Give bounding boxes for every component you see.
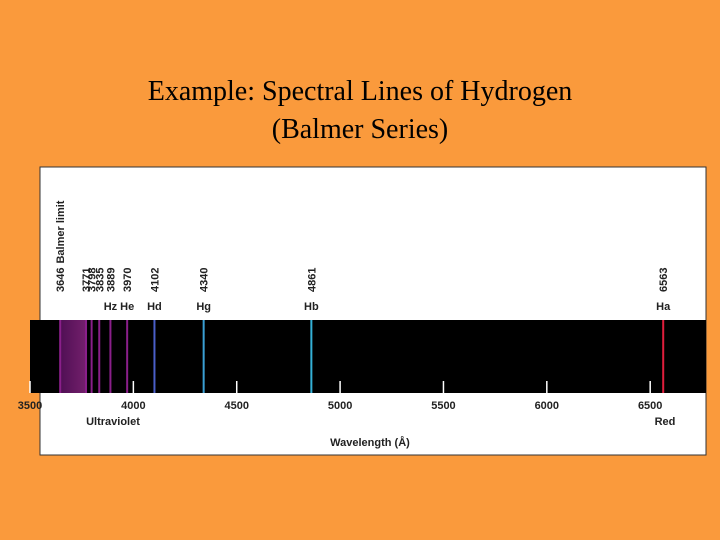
spectral-line bbox=[85, 320, 88, 393]
x-axis-label: Wavelength (Å) bbox=[330, 436, 410, 449]
line-wavelength-label: 3970 bbox=[122, 268, 134, 292]
x-tick-label: 3500 bbox=[18, 400, 42, 412]
line-wavelength-label: 3889 bbox=[105, 268, 117, 292]
line-name: Hz bbox=[104, 301, 118, 313]
line-wavelength-label: 6563 bbox=[658, 268, 670, 292]
line-name: Hd bbox=[147, 301, 162, 313]
subtitle: (Balmer Series) bbox=[272, 114, 449, 145]
line-wavelength: 3970 bbox=[122, 268, 134, 292]
spectral-line bbox=[98, 320, 101, 393]
x-tick-label: 5500 bbox=[431, 400, 455, 412]
line-name: Hg bbox=[196, 301, 211, 313]
spectral-line bbox=[310, 320, 313, 393]
line-wavelength-label: 3798 bbox=[87, 268, 99, 292]
line-annotation: Balmer limit bbox=[55, 200, 67, 263]
x-tick-label: 4000 bbox=[121, 400, 145, 412]
line-wavelength: 3798 bbox=[87, 268, 99, 292]
line-wavelength: 3771 bbox=[81, 268, 93, 292]
line-wavelength: 3835 bbox=[94, 268, 106, 292]
spectral-line bbox=[662, 320, 665, 393]
line-wavelength-label: 4102 bbox=[149, 268, 161, 292]
spectral-line bbox=[126, 320, 129, 393]
x-tick-label: 5000 bbox=[328, 400, 352, 412]
series-continuum bbox=[60, 320, 86, 393]
line-wavelength: 4102 bbox=[149, 268, 161, 292]
line-wavelength-label: 3771 bbox=[81, 268, 93, 292]
x-tick-label: 6500 bbox=[638, 400, 662, 412]
line-wavelength: 3889 bbox=[105, 268, 117, 292]
red-label: Red bbox=[655, 416, 676, 428]
line-name: He bbox=[120, 301, 134, 313]
uv-label: Ultraviolet bbox=[86, 416, 140, 428]
line-wavelength: 3646 bbox=[55, 268, 67, 292]
spectral-line bbox=[202, 320, 205, 393]
line-wavelength-label: 3646 Balmer limit bbox=[55, 200, 67, 292]
line-wavelength: 4861 bbox=[306, 268, 318, 292]
spectral-line bbox=[90, 320, 93, 393]
x-tick-label: 6000 bbox=[535, 400, 559, 412]
x-tick-label: 4500 bbox=[224, 400, 248, 412]
line-name: Hb bbox=[304, 301, 319, 313]
line-wavelength-label: 3835 bbox=[94, 268, 106, 292]
spectrum-panel bbox=[39, 166, 707, 456]
spectrum-band bbox=[30, 320, 706, 393]
line-wavelength-label: 4861 bbox=[306, 268, 318, 292]
line-wavelength: 6563 bbox=[658, 268, 670, 292]
line-wavelength-label: 4340 bbox=[199, 268, 211, 292]
line-name: Ha bbox=[656, 301, 671, 313]
title: Example: Spectral Lines of Hydrogen bbox=[148, 76, 573, 107]
spectral-line bbox=[153, 320, 156, 393]
line-wavelength: 4340 bbox=[199, 268, 211, 292]
spectral-line bbox=[109, 320, 112, 393]
spectral-line bbox=[59, 320, 62, 393]
